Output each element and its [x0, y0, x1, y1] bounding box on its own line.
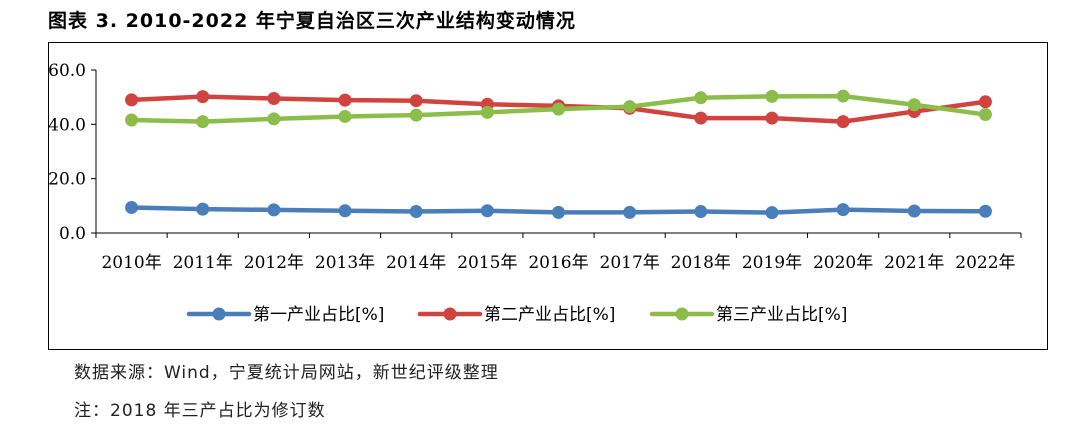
x-tick-label: 2012年 — [244, 253, 304, 273]
x-tick-label: 2013年 — [315, 253, 375, 273]
x-tick-label: 2016年 — [528, 253, 588, 273]
legend: 第一产业占比[%] 第二产业占比[%] 第三产业占比[%] — [186, 305, 847, 325]
x-tick-label: 2022年 — [955, 253, 1015, 273]
data-point — [267, 112, 281, 126]
data-point — [409, 205, 423, 219]
data-point — [409, 108, 423, 122]
data-point — [125, 93, 139, 107]
data-point — [694, 91, 708, 105]
data-point — [623, 100, 637, 114]
data-point — [196, 90, 210, 104]
data-point — [338, 204, 352, 218]
data-point — [765, 111, 779, 125]
y-tick-label: 60.0 — [49, 61, 86, 81]
legend-item: 第二产业占比[%] — [417, 305, 615, 325]
data-point — [765, 89, 779, 103]
data-point — [907, 98, 921, 112]
x-tick-label: 2011年 — [173, 253, 233, 273]
legend-swatch-marker — [443, 307, 457, 321]
legend-label: 第二产业占比[%] — [484, 305, 615, 325]
x-tick-label: 2017年 — [600, 253, 660, 273]
footnote: 注：2018 年三产占比为修订数 — [74, 401, 326, 421]
y-tick-label: 40.0 — [49, 115, 86, 135]
series-3 — [125, 89, 992, 129]
series-1 — [125, 200, 992, 220]
x-tick-label: 2020年 — [813, 253, 873, 273]
data-point — [978, 204, 992, 218]
y-tick-label: 0.0 — [59, 224, 86, 244]
data-point — [978, 108, 992, 122]
line-chart: 0.0 20.0 40.0 60.0 2010年 2011年 2012年 2013年 2014年… — [49, 61, 1022, 325]
data-point — [694, 205, 708, 219]
x-tick-label: 2010年 — [101, 253, 161, 273]
data-point — [338, 93, 352, 107]
data-point — [552, 102, 565, 116]
figure-title: 图表 3. 2010-2022 年宁夏自治区三次产业结构变动情况 — [48, 10, 576, 32]
data-point — [125, 113, 139, 127]
data-point — [338, 109, 352, 123]
data-point — [694, 111, 708, 125]
data-point — [907, 204, 921, 218]
chart-frame: 0.0 20.0 40.0 60.0 2010年 2011年 2012年 2013年 2014年… — [48, 42, 1048, 350]
data-point — [480, 105, 494, 119]
x-tick-label: 2015年 — [457, 253, 517, 273]
data-point — [196, 202, 210, 216]
data-point — [836, 89, 850, 103]
data-point — [836, 115, 850, 129]
data-point — [125, 200, 139, 214]
x-tick-label: 2014年 — [386, 253, 446, 273]
legend-item: 第三产业占比[%] — [649, 305, 847, 325]
axes: 0.0 20.0 40.0 60.0 2010年 2011年 2012年 2013年 2014年… — [49, 61, 1022, 273]
legend-swatch-marker — [675, 307, 689, 321]
legend-item: 第一产业占比[%] — [186, 305, 384, 325]
series-layer — [125, 89, 992, 220]
source-note: 数据来源：Wind，宁夏统计局网站，新世纪评级整理 — [74, 363, 499, 383]
x-tick-label: 2021年 — [884, 253, 944, 273]
data-point — [267, 92, 281, 106]
data-point — [409, 94, 423, 108]
legend-label: 第一产业占比[%] — [253, 305, 384, 325]
data-point — [836, 203, 850, 217]
data-point — [623, 205, 637, 219]
y-tick-label: 20.0 — [49, 170, 86, 190]
x-tick-label: 2018年 — [671, 253, 731, 273]
data-point — [480, 204, 494, 218]
x-tick-label: 2019年 — [742, 253, 802, 273]
data-point — [765, 206, 779, 220]
data-point — [978, 95, 992, 109]
data-point — [196, 115, 210, 129]
legend-swatch-marker — [212, 307, 226, 321]
data-point — [552, 205, 565, 219]
legend-label: 第三产业占比[%] — [716, 305, 847, 325]
data-point — [267, 203, 281, 217]
